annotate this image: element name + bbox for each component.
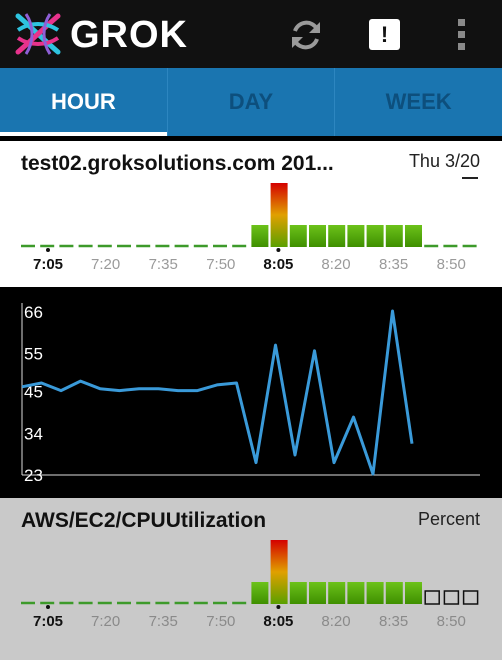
time-label: 8:50 bbox=[437, 256, 466, 273]
unit-label: Percent bbox=[417, 509, 480, 529]
line-chart-svg: 66 55 45 34 23 bbox=[21, 303, 480, 485]
anomaly-bar bbox=[270, 183, 288, 247]
date-underline bbox=[462, 177, 478, 179]
y-tick-label: 66 bbox=[24, 303, 43, 322]
anomaly-bar bbox=[405, 225, 422, 247]
anomaly-bar bbox=[366, 582, 384, 604]
tab-day[interactable]: DAY bbox=[166, 68, 335, 136]
anomaly-bar bbox=[270, 540, 288, 604]
time-label: 7:35 bbox=[149, 256, 178, 273]
metric-panel-cpu[interactable]: AWS/EC2/CPUUtilization Percent 7:05 7:20 7… bbox=[0, 498, 502, 660]
anomaly-bar bbox=[309, 582, 326, 604]
tick-dot bbox=[46, 248, 50, 252]
series-line bbox=[21, 309, 414, 476]
tab-week[interactable]: WEEK bbox=[334, 68, 502, 136]
time-label: 8:35 bbox=[379, 256, 408, 273]
y-tick-label: 34 bbox=[24, 424, 43, 443]
metric-name: test02.groksolutions.com 201... bbox=[21, 152, 334, 175]
anomaly-bar bbox=[289, 582, 307, 604]
overflow-menu-icon[interactable] bbox=[452, 17, 472, 53]
time-label: 8:20 bbox=[321, 613, 350, 630]
y-tick-label: 23 bbox=[24, 466, 43, 485]
refresh-icon[interactable] bbox=[287, 16, 325, 54]
tick-dot bbox=[276, 248, 281, 252]
y-tick-label: 55 bbox=[24, 345, 43, 364]
anomaly-bar bbox=[405, 582, 422, 604]
time-label: 8:50 bbox=[437, 613, 466, 630]
time-label: 7:05 bbox=[33, 256, 63, 273]
no-data-box bbox=[462, 590, 479, 605]
anomaly-bar bbox=[347, 225, 365, 247]
time-label: 7:05 bbox=[33, 613, 63, 630]
time-label: 7:50 bbox=[206, 256, 235, 273]
time-label: 8:05 bbox=[263, 256, 293, 273]
metric-name: AWS/EC2/CPUUtilization bbox=[21, 509, 267, 532]
time-label: 7:20 bbox=[91, 613, 120, 630]
anomaly-bar bbox=[385, 582, 403, 604]
anomaly-bar bbox=[251, 582, 269, 604]
alert-button[interactable]: ! bbox=[369, 19, 400, 50]
anomaly-bar bbox=[289, 225, 307, 247]
no-data-box bbox=[424, 590, 440, 605]
time-label: 8:05 bbox=[263, 613, 293, 630]
anomaly-bar bbox=[366, 225, 384, 247]
anomaly-bar bbox=[309, 225, 326, 247]
time-label: 8:35 bbox=[379, 613, 408, 630]
time-label: 7:35 bbox=[149, 613, 178, 630]
app-title: GROK bbox=[70, 14, 188, 56]
anomaly-bar bbox=[328, 582, 346, 604]
anomaly-bar bbox=[385, 225, 403, 247]
metric-panel-host[interactable]: test02.groksolutions.com 201... Thu 3/20… bbox=[0, 141, 502, 287]
tick-dot bbox=[46, 605, 50, 609]
tick-dot bbox=[276, 605, 281, 609]
tab-bar: HOUR DAY WEEK bbox=[0, 68, 502, 136]
metric-line-chart: 66 55 45 34 23 bbox=[0, 287, 502, 498]
time-label: 7:50 bbox=[206, 613, 235, 630]
no-data-box bbox=[443, 590, 460, 605]
y-tick-label: 45 bbox=[24, 383, 43, 402]
anomaly-bar bbox=[328, 225, 346, 247]
tab-hour[interactable]: HOUR bbox=[0, 68, 167, 136]
grok-logo-icon bbox=[15, 13, 61, 55]
date-label: Thu 3/20 bbox=[408, 151, 480, 171]
action-bar: GROK ! bbox=[0, 0, 502, 68]
time-label: 8:20 bbox=[321, 256, 350, 273]
anomaly-bar-strip: 7:05 7:20 7:35 7:50 8:05 8:20 8:35 8:50 bbox=[21, 183, 477, 273]
anomaly-bar bbox=[251, 225, 269, 247]
anomaly-bar bbox=[347, 582, 365, 604]
anomaly-bar-strip: 7:05 7:20 7:35 7:50 8:05 8:20 8:35 8:50 bbox=[21, 540, 479, 630]
time-label: 7:20 bbox=[91, 256, 120, 273]
